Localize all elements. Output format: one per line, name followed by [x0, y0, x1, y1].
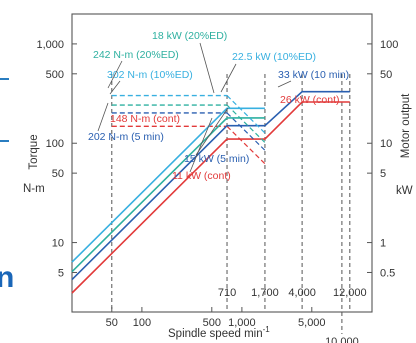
label-242-nm: 242 N-m (20%ED): [93, 49, 179, 61]
torque-falloff: [226, 95, 266, 134]
power-line: [71, 117, 265, 273]
speed-marker-label: 710: [218, 287, 236, 299]
edge-dash-bottom: [0, 140, 9, 142]
y-tick-label: 100: [46, 138, 64, 150]
series-group: [71, 94, 266, 263]
y2-axis-unit: kW: [396, 185, 413, 197]
label-302-nm: 302 N-m (10%ED): [107, 69, 193, 81]
label-22-5-kw: 22.5 kW (10%ED): [232, 51, 316, 63]
y2-tick-label: 10: [380, 138, 392, 150]
speed-marker-label: 10,000: [325, 336, 359, 343]
x-tick-label: 50: [106, 317, 118, 329]
label-202-nm: 202 N-m (5 min): [88, 131, 164, 143]
leader-33: [277, 80, 292, 88]
power-line: [71, 101, 350, 294]
series-group: [71, 104, 266, 273]
speed-marker-label: 4,000: [288, 287, 316, 299]
leader-202: [97, 102, 109, 132]
y-tick-label: 10: [52, 238, 64, 250]
speed-marker-label: 1,700: [251, 287, 279, 299]
leader-242: [107, 60, 123, 89]
y2-axis-label: Motor output: [400, 93, 412, 158]
label-15-kw: 15 kW (5 min): [184, 153, 249, 165]
y-tick-label: 500: [46, 69, 64, 81]
x-tick-label: 5,000: [298, 317, 326, 329]
x-axis-label-sup: -1: [263, 325, 271, 334]
label-148-nm: 148 N-m (cont): [110, 113, 180, 125]
leader-22-5: [220, 63, 237, 93]
label-33-kw: 33 kW (10 min): [278, 69, 349, 81]
y2-tick-label: 100: [380, 39, 398, 51]
torque-falloff: [226, 112, 266, 151]
x-axis-label: Spindle speed min-1: [168, 325, 270, 340]
plot-frame: [71, 13, 373, 313]
y2-tick-label: 1: [380, 238, 386, 250]
annotation-leaders: [97, 42, 292, 173]
axis-ticks: 5 10 50 100 500 1,000 0.5 1 5 10 50 100 50 100 500 1,00…: [36, 39, 398, 329]
y-tick-label: 50: [52, 168, 64, 180]
leader-11: [189, 117, 213, 173]
label-26-kw: 26 kW (cont): [280, 94, 340, 106]
power-line: [71, 107, 265, 263]
label-18-kw: 18 kW (20%ED): [152, 30, 227, 42]
label-11-kw: 11 kW (cont): [172, 170, 231, 182]
torque-falloff: [226, 125, 266, 165]
series-lines: [71, 90, 350, 294]
y-tick-label: 5: [58, 267, 64, 279]
leader-18: [199, 42, 215, 94]
x-tick-label: 500: [203, 317, 221, 329]
y-tick-label: 1,000: [36, 39, 64, 51]
y-axis-unit: N-m: [23, 183, 45, 195]
y2-tick-label: 5: [380, 168, 386, 180]
series-group: [71, 90, 350, 281]
x-axis-label-text: Spindle speed min: [168, 328, 263, 340]
torque-falloff: [226, 104, 266, 143]
leader-302: [109, 80, 121, 95]
annotation-labels: 242 N-m (20%ED) 302 N-m (10%ED) 148 N-m …: [88, 30, 349, 182]
y2-tick-label: 0.5: [380, 267, 395, 279]
y2-tick-label: 50: [380, 69, 392, 81]
y-axis-label: Torque: [28, 134, 40, 169]
x-tick-label: 1,000: [228, 317, 256, 329]
x-tick-label: 100: [133, 317, 151, 329]
edge-letter: n: [0, 261, 15, 294]
power-line: [71, 90, 350, 281]
leader-15: [195, 107, 229, 156]
speed-marker-lines: 710 1,700 4,000 12,000 10,000: [111, 74, 367, 343]
speed-marker-label: 12,000: [333, 287, 367, 299]
edge-dash-top: [0, 78, 9, 80]
